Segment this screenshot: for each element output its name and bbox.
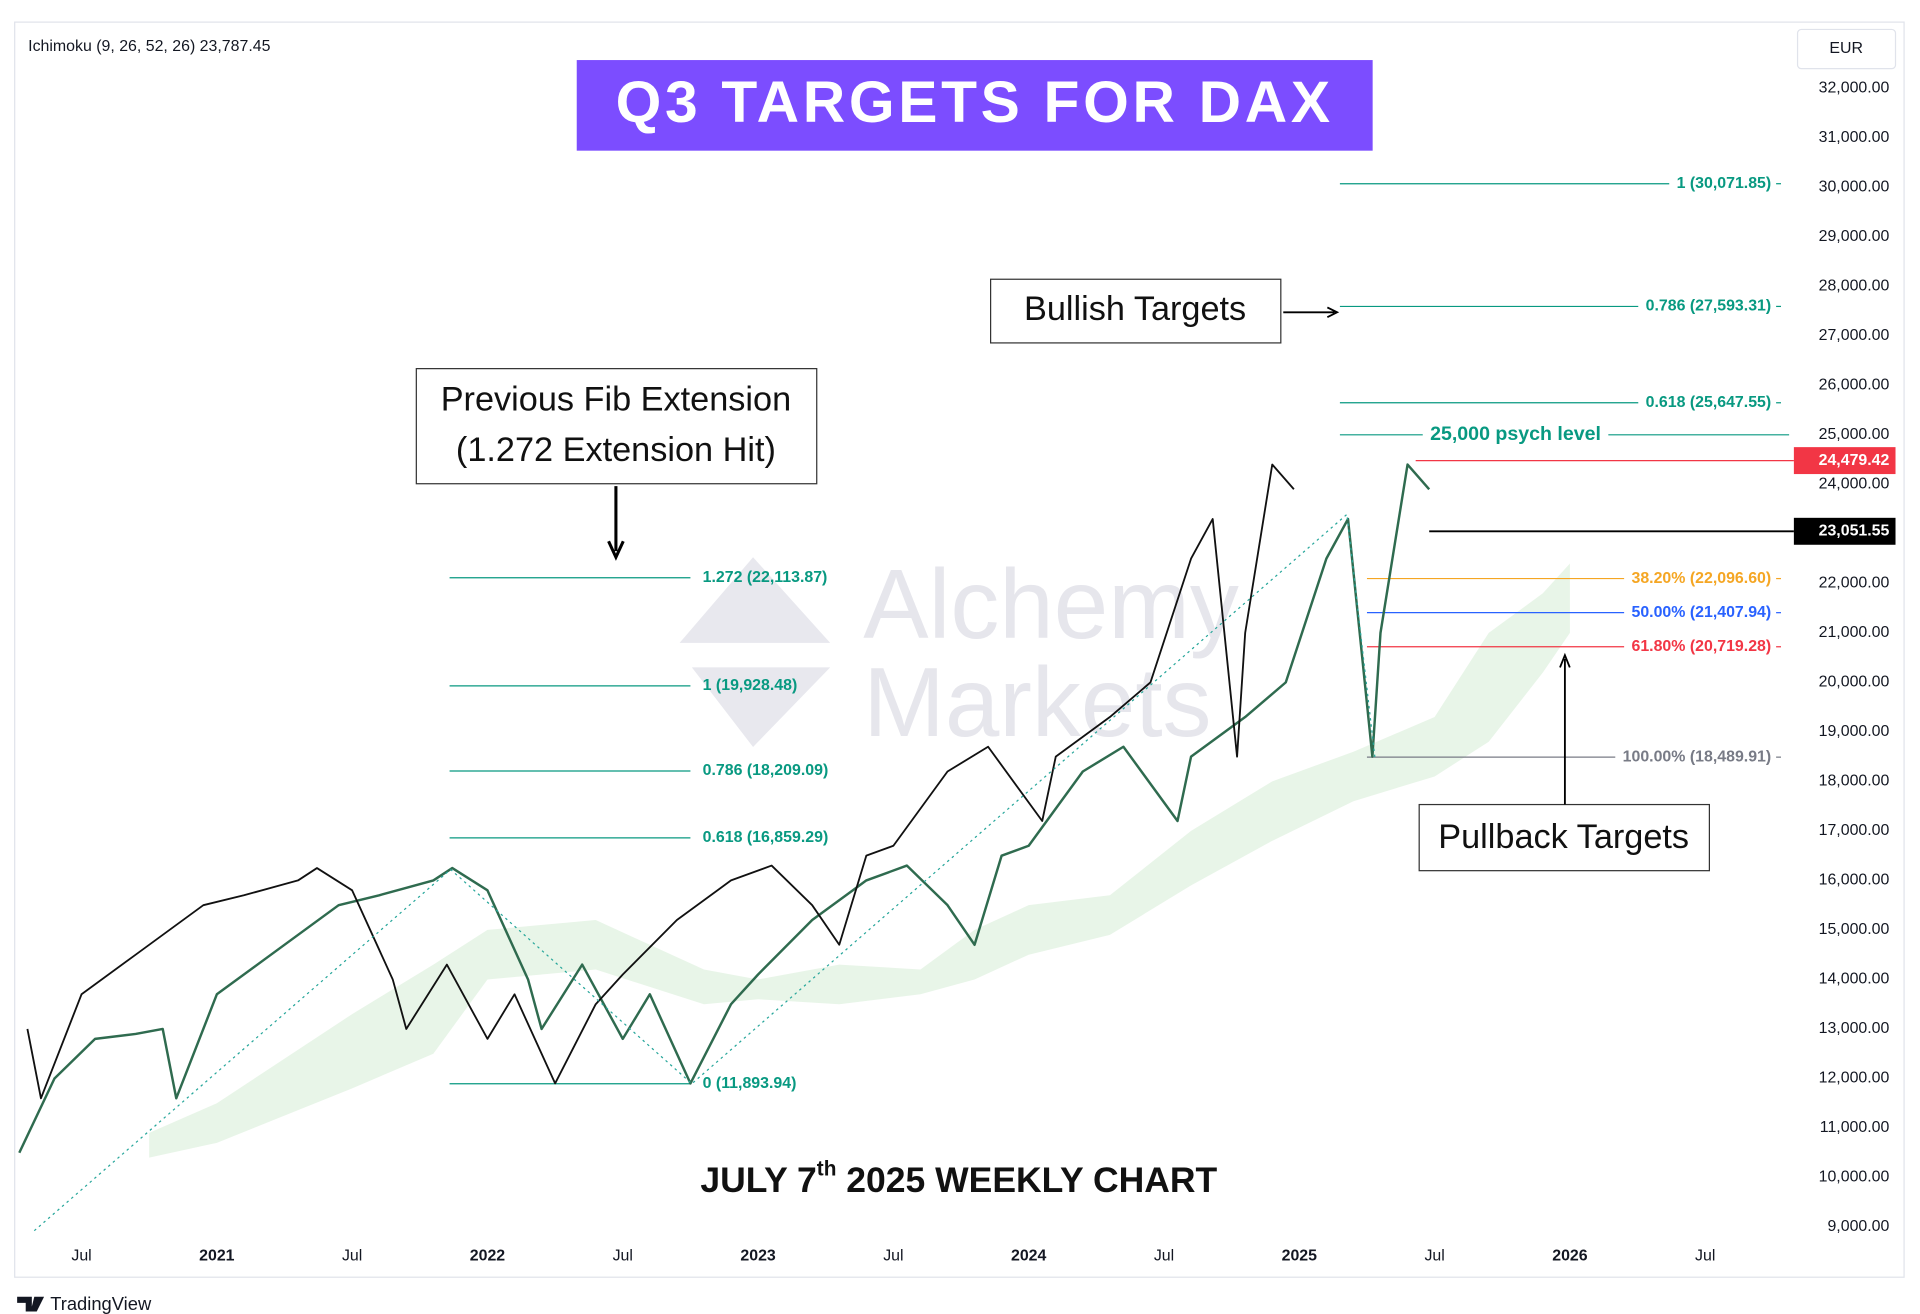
price-tag-box: [1793, 517, 1896, 545]
fib-level-label: 0.786 (18,209.09): [703, 762, 829, 779]
watermark-text: Alchemy: [863, 549, 1239, 659]
y-tick-label: 12,000.00: [1819, 1070, 1890, 1087]
annotation-box: [990, 278, 1282, 344]
fib-anchor-line: [33, 513, 1376, 1232]
ichimoku-cloud: [149, 563, 1570, 1158]
fib-level-label: 0.786 (27,593.31): [1646, 298, 1772, 315]
annotation-text: Pullback Targets: [1438, 818, 1689, 856]
y-tick-label: 11,000.00: [1820, 1119, 1890, 1136]
annotation-text: Previous Fib Extension: [441, 381, 791, 419]
watermark-logo: [679, 557, 831, 747]
brand: TradingView: [17, 1293, 152, 1314]
y-tick-label: 15,000.00: [1819, 921, 1890, 938]
currency-label: EUR: [1829, 40, 1863, 57]
x-tick-label: Jul: [1154, 1248, 1174, 1265]
indicator-label: Ichimoku (9, 26, 52, 26) 23,787.45: [28, 38, 270, 55]
x-tick-label: Jul: [342, 1248, 362, 1265]
annotation-text: Bullish Targets: [1024, 290, 1246, 328]
x-tick-label: 2023: [740, 1248, 776, 1265]
annotation-arrow: [607, 486, 625, 561]
y-tick-label: 27,000.00: [1819, 327, 1890, 344]
y-tick-label: 20,000.00: [1819, 674, 1890, 691]
y-tick-label: 21,000.00: [1819, 624, 1890, 641]
annotation-arrow: [1559, 652, 1571, 805]
x-tick-label: Jul: [71, 1248, 91, 1265]
brand-name: TradingView: [50, 1293, 152, 1314]
price-tag-box: [1793, 447, 1896, 475]
plot-frame: [14, 21, 1905, 1278]
footnote-rest: 2025 WEEKLY CHART: [836, 1160, 1217, 1200]
fib-level-label: 0 (11,893.94): [703, 1075, 797, 1092]
price-line: [18, 463, 1431, 1154]
watermark-text: Markets: [863, 647, 1211, 757]
brand-logo: [17, 1296, 45, 1312]
x-tick-label: Jul: [883, 1248, 903, 1265]
watermark: Alchemy Markets: [679, 549, 1239, 757]
y-tick-label: 24,000.00: [1819, 476, 1890, 493]
price-tag-label: 24,479.42: [1819, 452, 1890, 469]
trend-lines: [33, 513, 1376, 1232]
fib-level-label: 25,000 psych level: [1430, 423, 1601, 445]
y-tick-label: 19,000.00: [1819, 723, 1890, 740]
annotation-box: [415, 368, 818, 485]
y-tick-label: 9,000.00: [1827, 1218, 1889, 1235]
x-tick-label: Jul: [613, 1248, 633, 1265]
x-tick-label: Jul: [1695, 1248, 1715, 1265]
y-tick-label: 13,000.00: [1819, 1020, 1890, 1037]
fib-level-label: 1 (19,928.48): [703, 677, 798, 694]
y-tick-label: 10,000.00: [1819, 1169, 1890, 1186]
fib-level-label: 0.618 (25,647.55): [1646, 394, 1772, 411]
x-tick-label: Jul: [1424, 1248, 1444, 1265]
x-tick-label: 2025: [1282, 1248, 1318, 1265]
annotation-arrow: [1283, 306, 1340, 319]
y-tick-label: 29,000.00: [1819, 228, 1890, 245]
y-tick-label: 31,000.00: [1819, 129, 1890, 146]
y-tick-label: 32,000.00: [1819, 79, 1890, 96]
title-box: [576, 60, 1373, 151]
y-tick-label: 16,000.00: [1819, 872, 1890, 889]
lagging-span: [26, 463, 1295, 1100]
fib-level-label: 1.272 (22,113.87): [703, 569, 828, 586]
y-tick-label: 22,000.00: [1819, 575, 1890, 592]
y-tick-label: 14,000.00: [1819, 971, 1890, 988]
y-tick-label: 26,000.00: [1819, 377, 1890, 394]
y-tick-label: 28,000.00: [1819, 277, 1890, 294]
fib-level-label: 50.00% (21,407.94): [1631, 604, 1771, 621]
y-tick-label: 25,000.00: [1819, 426, 1890, 443]
x-tick-label: 2026: [1552, 1248, 1588, 1265]
y-tick-label: 30,000.00: [1819, 178, 1890, 195]
annotation-box: [1418, 803, 1710, 872]
x-tick-label: 2024: [1011, 1248, 1047, 1265]
footnote-main: JULY 7: [700, 1160, 816, 1200]
chart-title: Q3 TARGETS FOR DAX: [616, 70, 1334, 135]
currency-box: [1796, 28, 1897, 70]
fib-level-label: 100.00% (18,489.91): [1623, 748, 1772, 765]
plot-layer: 1.272 (22,113.87) 1 (19,928.48) 0.786 (18,…: [18, 175, 1790, 1158]
y-tick-label: 17,000.00: [1819, 822, 1890, 839]
footnote: JULY 7th 2025 WEEKLY CHART: [700, 1157, 1217, 1200]
footnote-sup: th: [817, 1157, 837, 1180]
x-tick-label: 2022: [470, 1248, 506, 1265]
x-tick-label: 2021: [199, 1248, 235, 1265]
fib-level-label: 61.80% (20,719.28): [1631, 638, 1771, 655]
fib-level-label: 38.20% (22,096.60): [1631, 570, 1771, 587]
fib-level-label: 1 (30,071.85): [1677, 175, 1772, 192]
y-tick-label: 18,000.00: [1819, 773, 1890, 790]
annotation-text: (1.272 Extension Hit): [456, 431, 776, 469]
fib-level-label: 0.618 (16,859.29): [703, 829, 829, 846]
price-tag-label: 23,051.55: [1819, 522, 1890, 539]
